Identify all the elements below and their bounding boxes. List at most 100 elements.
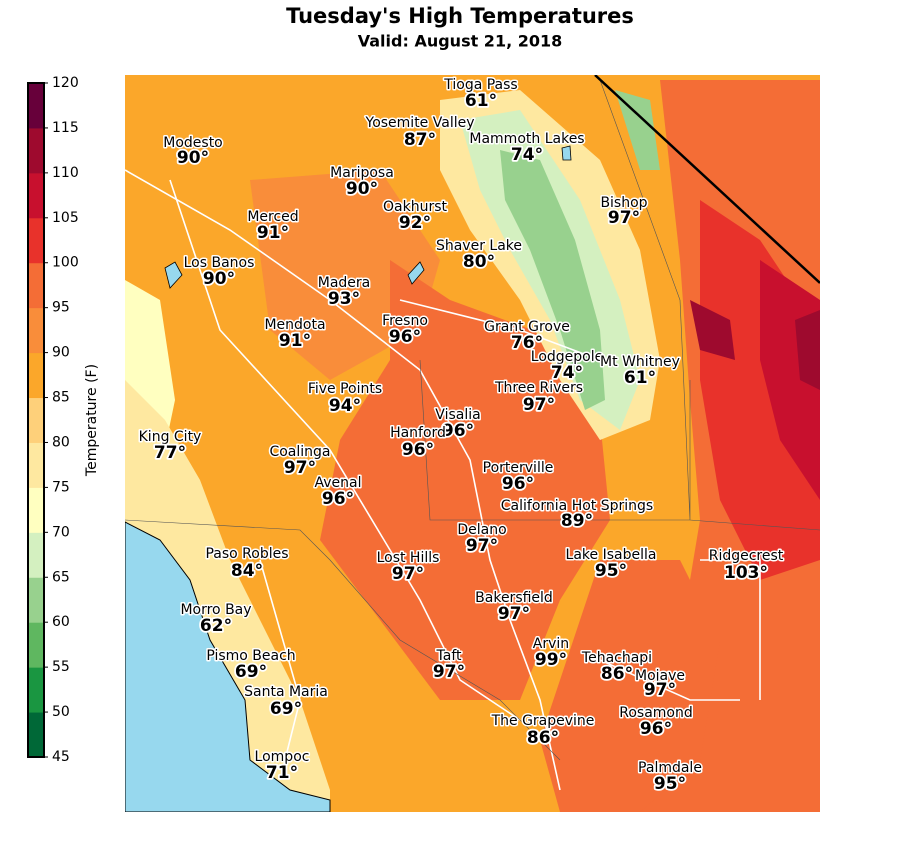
city-temp: 62° (200, 616, 232, 636)
city-temp: 92° (399, 213, 431, 233)
colorbar-band (27, 217, 45, 264)
colorbar-band (27, 711, 45, 758)
city-name: Bakersfield (475, 590, 553, 606)
city-temp: 97° (433, 662, 465, 682)
colorbar-tick-label: 115 (52, 120, 79, 136)
colorbar-tick-label: 50 (52, 704, 70, 720)
city-temp: 96° (402, 440, 434, 460)
colorbar-tick-label: 70 (52, 524, 70, 540)
city-temp: 96° (389, 327, 421, 347)
city-temp: 93° (328, 289, 360, 309)
city-name: Pismo Beach (206, 648, 295, 664)
city-name: Rosamond (619, 705, 693, 721)
city-temp: 86° (527, 728, 559, 748)
city-name: Hanford (390, 425, 446, 441)
city-name: Yosemite Valley (365, 115, 475, 131)
colorbar-tick-label: 55 (52, 659, 70, 675)
city-name: Bishop (600, 195, 647, 211)
city-temp: 94° (329, 396, 361, 416)
city-name: Arvin (533, 636, 569, 652)
city-name: Lost Hills (377, 550, 440, 566)
colorbar-band (27, 352, 45, 399)
city-name: Delano (457, 522, 506, 538)
city-name: Tehachapi (581, 650, 652, 666)
city-temp: 96° (502, 474, 534, 494)
city-temp: 97° (392, 564, 424, 584)
city-name: King City (139, 429, 202, 445)
city-temp: 97° (644, 680, 676, 700)
city-temp: 87° (404, 130, 436, 150)
city-temp: 71° (266, 763, 298, 783)
colorbar-tick-label: 60 (52, 614, 70, 630)
city-temp: 95° (654, 774, 686, 794)
colorbar-band (27, 82, 45, 129)
city-name: Lake Isabella (566, 547, 657, 563)
city-name: Modesto (163, 135, 223, 151)
city-temp: 74° (511, 145, 543, 165)
colorbar-band (27, 127, 45, 174)
colorbar-tick-label: 95 (52, 300, 70, 316)
city-temp: 90° (177, 148, 209, 168)
city-temp: 61° (465, 91, 497, 111)
city-name: Mojave (635, 668, 685, 684)
colorbar-band (27, 397, 45, 443)
city-temp: 96° (640, 719, 672, 739)
city-name: Taft (436, 648, 462, 664)
city-name: Mendota (264, 317, 325, 333)
colorbar: 45 50 55 60 65 70 75 80 85 90 95 100 105 110 115 120 (27, 75, 79, 765)
colorbar-band (27, 486, 45, 533)
colorbar-tick-label: 105 (52, 210, 79, 226)
city-name: Five Points (308, 381, 382, 397)
city-name: Tioga Pass (443, 77, 517, 93)
city-temp: 69° (270, 699, 302, 719)
colorbar-tick-label: 100 (52, 255, 79, 271)
city-temp: 80° (463, 252, 495, 272)
city-name: Palmdale (638, 760, 702, 776)
city-temp: 99° (535, 650, 567, 670)
colorbar-band (27, 262, 45, 309)
title: Tuesday's High Temperatures (286, 4, 634, 28)
city-name: Porterville (483, 460, 554, 476)
city-name: Fresno (382, 313, 428, 329)
city-temp: 103° (724, 563, 768, 583)
city-name: The Grapevine (491, 713, 595, 729)
city-temp: 97° (284, 458, 316, 478)
city-name: Mammoth Lakes (469, 131, 584, 147)
city-name: Morro Bay (180, 602, 251, 618)
subtitle: Valid: August 21, 2018 (358, 32, 563, 51)
colorbar-tick-label: 65 (52, 569, 70, 585)
city-name: Lompoc (255, 749, 310, 765)
city-temp: 90° (203, 269, 235, 289)
city-temp: 76° (511, 333, 543, 353)
city-temp: 91° (257, 223, 289, 243)
city-name: California Hot Springs (501, 498, 653, 514)
colorbar-tick-label: 90 (52, 345, 70, 361)
colorbar-tick-label: 110 (52, 165, 79, 181)
city-name: Mariposa (330, 165, 394, 181)
colorbar-band (27, 172, 45, 219)
colorbar-label: Temperature (F) (84, 364, 100, 477)
city-temp: 89° (561, 511, 593, 531)
city-temp: 96° (442, 421, 474, 441)
city-temp: 84° (231, 561, 263, 581)
city-temp: 77° (154, 443, 186, 463)
colorbar-band (27, 531, 45, 578)
city-name: Los Banos (184, 255, 255, 271)
colorbar-band (27, 621, 45, 668)
city-name: Mt Whitney (600, 354, 680, 370)
city-name: Paso Robles (205, 546, 288, 562)
colorbar-band (27, 307, 45, 354)
city-temp: 96° (322, 489, 354, 509)
colorbar-tick-label: 75 (52, 479, 70, 495)
city-name: Madera (318, 275, 371, 291)
city-name: Ridgecrest (709, 548, 784, 564)
city-temp: 97° (466, 536, 498, 556)
city-temp: 86° (601, 664, 633, 684)
colorbar-frame (27, 82, 45, 758)
city-name: Avenal (315, 475, 362, 491)
city-temp: 74° (551, 363, 583, 383)
city-temp: 69° (235, 662, 267, 682)
city-temp: 97° (498, 604, 530, 624)
